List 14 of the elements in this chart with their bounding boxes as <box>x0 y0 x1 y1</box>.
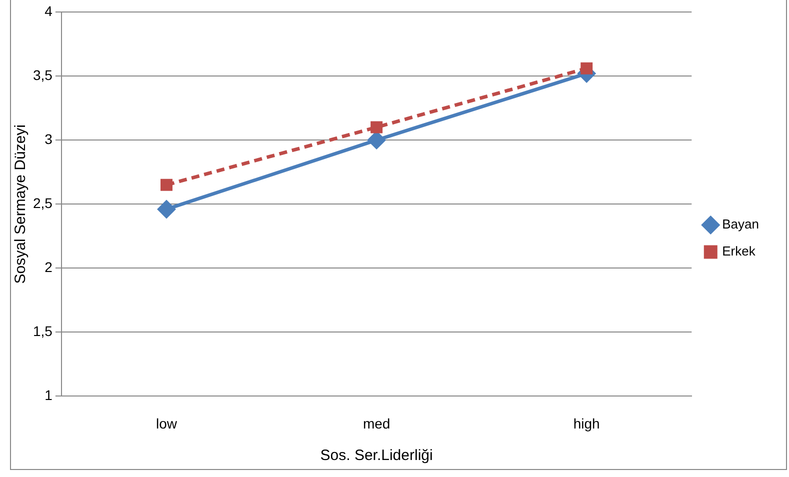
y-tick-label: 1 <box>44 387 53 404</box>
legend-label: Erkek <box>722 244 756 259</box>
legend-label: Bayan <box>722 216 760 232</box>
x-tick-label: low <box>156 415 178 432</box>
x-tick-label: med <box>362 415 390 432</box>
y-axis-title: Sosyal Sermaye Düzeyi <box>12 124 30 284</box>
y-tick-label: 2 <box>44 258 53 275</box>
x-axis-title: Sos. Ser.Liderliği <box>320 447 433 464</box>
x-tick-label: high <box>573 415 600 432</box>
y-tick-label: 4 <box>44 2 53 19</box>
y-tick-label: 2,5 <box>32 194 53 211</box>
y-tick-label: 3,5 <box>32 66 53 83</box>
y-tick-label: 1,5 <box>32 323 53 340</box>
y-tick-label: 3 <box>44 130 53 147</box>
